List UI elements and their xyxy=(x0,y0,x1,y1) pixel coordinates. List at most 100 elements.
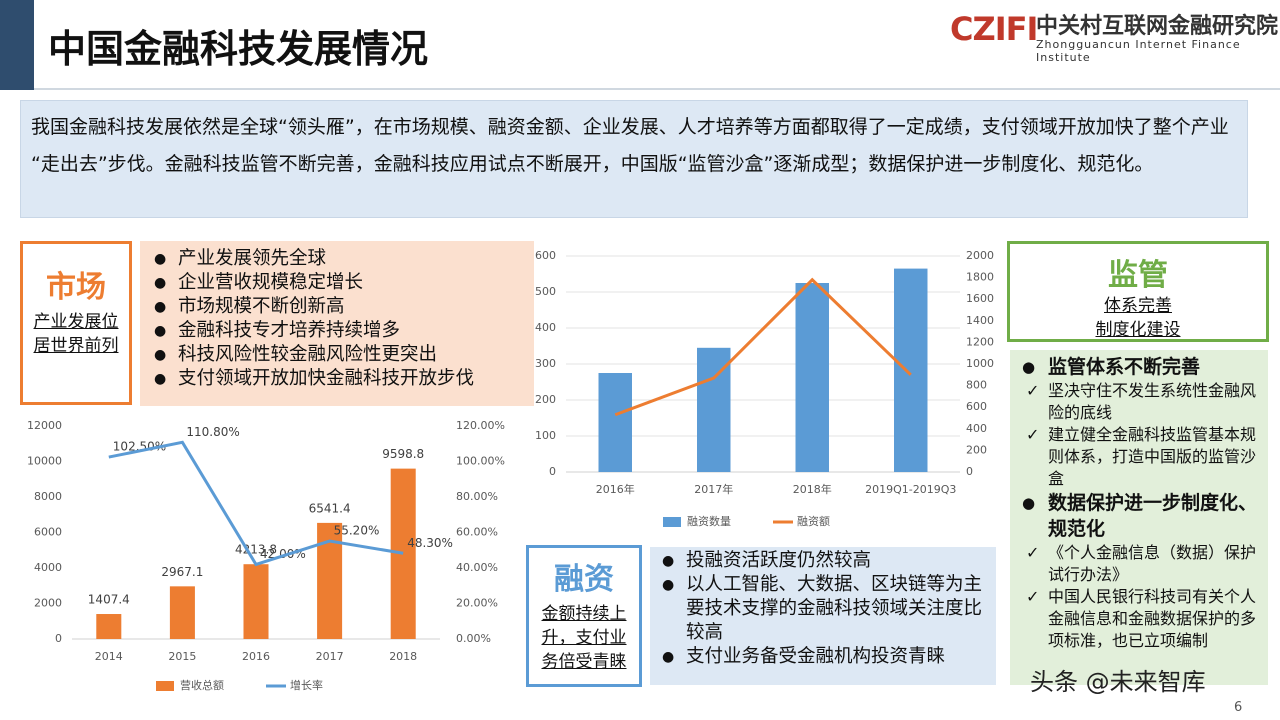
line-value-label: 102.50% xyxy=(113,440,166,454)
bar xyxy=(96,614,122,639)
y-tick-label: 4000 xyxy=(34,561,62,574)
bar xyxy=(598,373,632,472)
bullet: 科技风险性较金融风险性更突出 xyxy=(150,343,524,367)
y2-tick-label: 100.00% xyxy=(456,455,505,468)
x-tick-label: 2016 xyxy=(242,650,270,663)
y-tick-label: 12000 xyxy=(27,419,62,432)
y-tick-label: 600 xyxy=(535,249,556,262)
y-tick-label: 0 xyxy=(549,465,556,478)
line-value-label: 42.00% xyxy=(260,547,306,561)
financing-bullets: 投融资活跃度仍然较高 以人工智能、大数据、区块链等为主要技术支撑的金融科技领域关… xyxy=(650,547,996,685)
y2-tick-label: 1200 xyxy=(966,335,994,348)
bullet: 支付领域开放加快金融科技开放步伐 xyxy=(150,367,524,391)
bar xyxy=(894,268,928,472)
y2-tick-label: 1600 xyxy=(966,292,994,305)
check-item: 中国人民银行科技司有关个人金融信息和金融数据保护的多项标准，也已立项编制 xyxy=(1018,586,1260,652)
bullet: 支付业务备受金融机构投资青睐 xyxy=(658,645,988,669)
line-value-label: 110.80% xyxy=(186,425,239,439)
legend-label: 营收总额 xyxy=(180,678,224,692)
x-tick-label: 2019Q1-2019Q3 xyxy=(865,483,956,496)
y-tick-label: 500 xyxy=(535,285,556,298)
y2-tick-label: 120.00% xyxy=(456,419,505,432)
title-strip xyxy=(0,0,34,90)
y2-tick-label: 40.00% xyxy=(456,561,498,574)
y-tick-label: 100 xyxy=(535,429,556,442)
check-item: 建立健全金融科技监管基本规则体系，打造中国版的监管沙盒 xyxy=(1018,424,1260,490)
regulation-tag: 监管 体系完善 制度化建设 xyxy=(1007,241,1269,342)
bar xyxy=(169,586,195,639)
x-tick-label: 2018年 xyxy=(793,482,832,496)
bullet: 企业营收规模稳定增长 xyxy=(150,271,524,295)
y-tick-label: 0 xyxy=(55,632,62,645)
financing-tag: 融资 金额持续上升，支付业务倍受青睐 xyxy=(526,545,642,687)
page-number: 6 xyxy=(1234,700,1243,715)
y-tick-label: 10000 xyxy=(27,455,62,468)
y2-tick-label: 0.00% xyxy=(456,632,491,645)
x-tick-label: 2014 xyxy=(95,650,123,663)
logo-mark: CZIFI xyxy=(950,10,1038,48)
y2-tick-label: 20.00% xyxy=(456,597,498,610)
regulation-bullets: 监管体系不断完善 坚决守住不发生系统性金融风险的底线 建立健全金融科技监管基本规… xyxy=(1010,350,1268,685)
line-value-label: 48.30% xyxy=(407,536,453,550)
legend-label: 融资额 xyxy=(797,515,830,528)
market-title: 市场 xyxy=(46,270,106,305)
bar-value-label: 9598.8 xyxy=(382,447,424,461)
y2-tick-label: 1800 xyxy=(966,271,994,284)
line-value-label: 55.20% xyxy=(334,524,380,538)
bar-value-label: 1407.4 xyxy=(88,593,130,607)
bullet: 以人工智能、大数据、区块链等为主要技术支撑的金融科技领域关注度比较高 xyxy=(658,573,988,645)
check-item: 坚决守住不发生系统性金融风险的底线 xyxy=(1018,380,1260,424)
x-tick-label: 2017年 xyxy=(694,482,733,496)
intro-text: 我国金融科技发展依然是全球“领头雁”，在市场规模、融资金额、企业发展、人才培养等… xyxy=(20,100,1248,218)
financing-title: 融资 xyxy=(554,562,614,597)
market-subtitle: 产业发展位居世界前列 xyxy=(33,312,119,356)
y2-tick-label: 1000 xyxy=(966,357,994,370)
bar xyxy=(795,283,829,472)
bullet: 投融资活跃度仍然较高 xyxy=(658,549,988,573)
legend-label: 融资数量 xyxy=(687,515,731,528)
logo-english: Zhongguancun Internet Finance Institute xyxy=(1036,38,1241,64)
y2-tick-label: 400 xyxy=(966,422,987,435)
y-tick-label: 8000 xyxy=(34,490,62,503)
y2-tick-label: 60.00% xyxy=(456,526,498,539)
bar xyxy=(390,468,416,639)
section-heading: 数据保护进一步制度化、规范化 xyxy=(1018,490,1260,542)
regulation-title: 监管 xyxy=(1108,258,1168,293)
line xyxy=(108,440,404,567)
y2-tick-label: 80.00% xyxy=(456,490,498,503)
market-bullets: 产业发展领先全球 企业营收规模稳定增长 市场规模不断创新高 金融科技专才培养持续… xyxy=(140,241,534,406)
bar-value-label: 2967.1 xyxy=(161,565,203,579)
y-tick-label: 6000 xyxy=(34,526,62,539)
y2-tick-label: 0 xyxy=(966,465,973,478)
market-tag: 市场 产业发展位居世界前列 xyxy=(20,241,132,405)
x-tick-label: 2015 xyxy=(168,650,196,663)
source: 头条 @未来智库 xyxy=(1030,668,1206,696)
y2-tick-label: 600 xyxy=(966,400,987,413)
y2-tick-label: 1400 xyxy=(966,314,994,327)
bullet: 产业发展领先全球 xyxy=(150,247,524,271)
y-tick-label: 200 xyxy=(535,393,556,406)
x-tick-label: 2018 xyxy=(389,650,417,663)
logo-name: 中关村互联网金融研究院 xyxy=(1036,14,1279,39)
bar xyxy=(243,564,269,639)
y2-tick-label: 200 xyxy=(966,443,987,456)
bar-value-label: 6541.4 xyxy=(309,501,351,515)
legend-label: 增长率 xyxy=(290,678,323,692)
y-tick-label: 2000 xyxy=(34,597,62,610)
bullet: 市场规模不断创新高 xyxy=(150,295,524,319)
x-tick-label: 2017 xyxy=(316,650,344,663)
check-item: 《个人金融信息（数据）保护试行办法》 xyxy=(1018,542,1260,586)
bullet: 金融科技专才培养持续增多 xyxy=(150,319,524,343)
y-tick-label: 300 xyxy=(535,357,556,370)
line xyxy=(614,277,912,417)
slide-title: 中国金融科技发展情况 xyxy=(48,27,429,71)
regulation-subtitle: 制度化建设 xyxy=(1095,320,1181,340)
regulation-subtitle: 体系完善 xyxy=(1104,296,1172,316)
legend-swatch xyxy=(663,517,681,527)
y2-tick-label: 800 xyxy=(966,379,987,392)
y2-tick-label: 2000 xyxy=(966,249,994,262)
y-tick-label: 400 xyxy=(535,321,556,334)
section-heading: 监管体系不断完善 xyxy=(1018,354,1260,380)
